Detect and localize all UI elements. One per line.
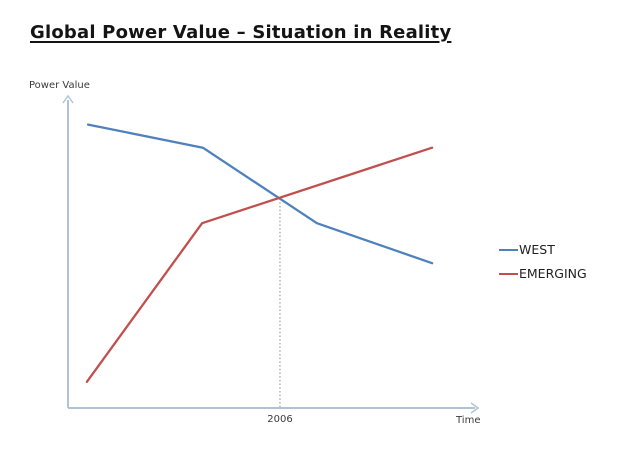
legend-label-emerging: EMERGING xyxy=(519,266,587,281)
slide-title: Global Power Value – Situation in Realit… xyxy=(30,22,452,43)
series-line-west xyxy=(86,123,434,265)
legend-swatch-west-line xyxy=(499,248,518,251)
legend-item-west: WEST xyxy=(499,242,587,257)
legend-swatch-emerging-line xyxy=(499,272,518,275)
legend-item-emerging: EMERGING xyxy=(499,266,587,281)
series-line-emerging xyxy=(85,146,434,383)
chart-legend: WEST EMERGING xyxy=(499,242,587,281)
y-axis-arrow-icon xyxy=(62,94,74,104)
x-axis-arrow-icon xyxy=(470,402,480,414)
legend-label-west: WEST xyxy=(519,242,555,257)
x-tick-2006: 2006 xyxy=(267,414,293,425)
y-axis-label: Power Value xyxy=(29,80,90,91)
x-axis-label: Time xyxy=(456,415,481,426)
